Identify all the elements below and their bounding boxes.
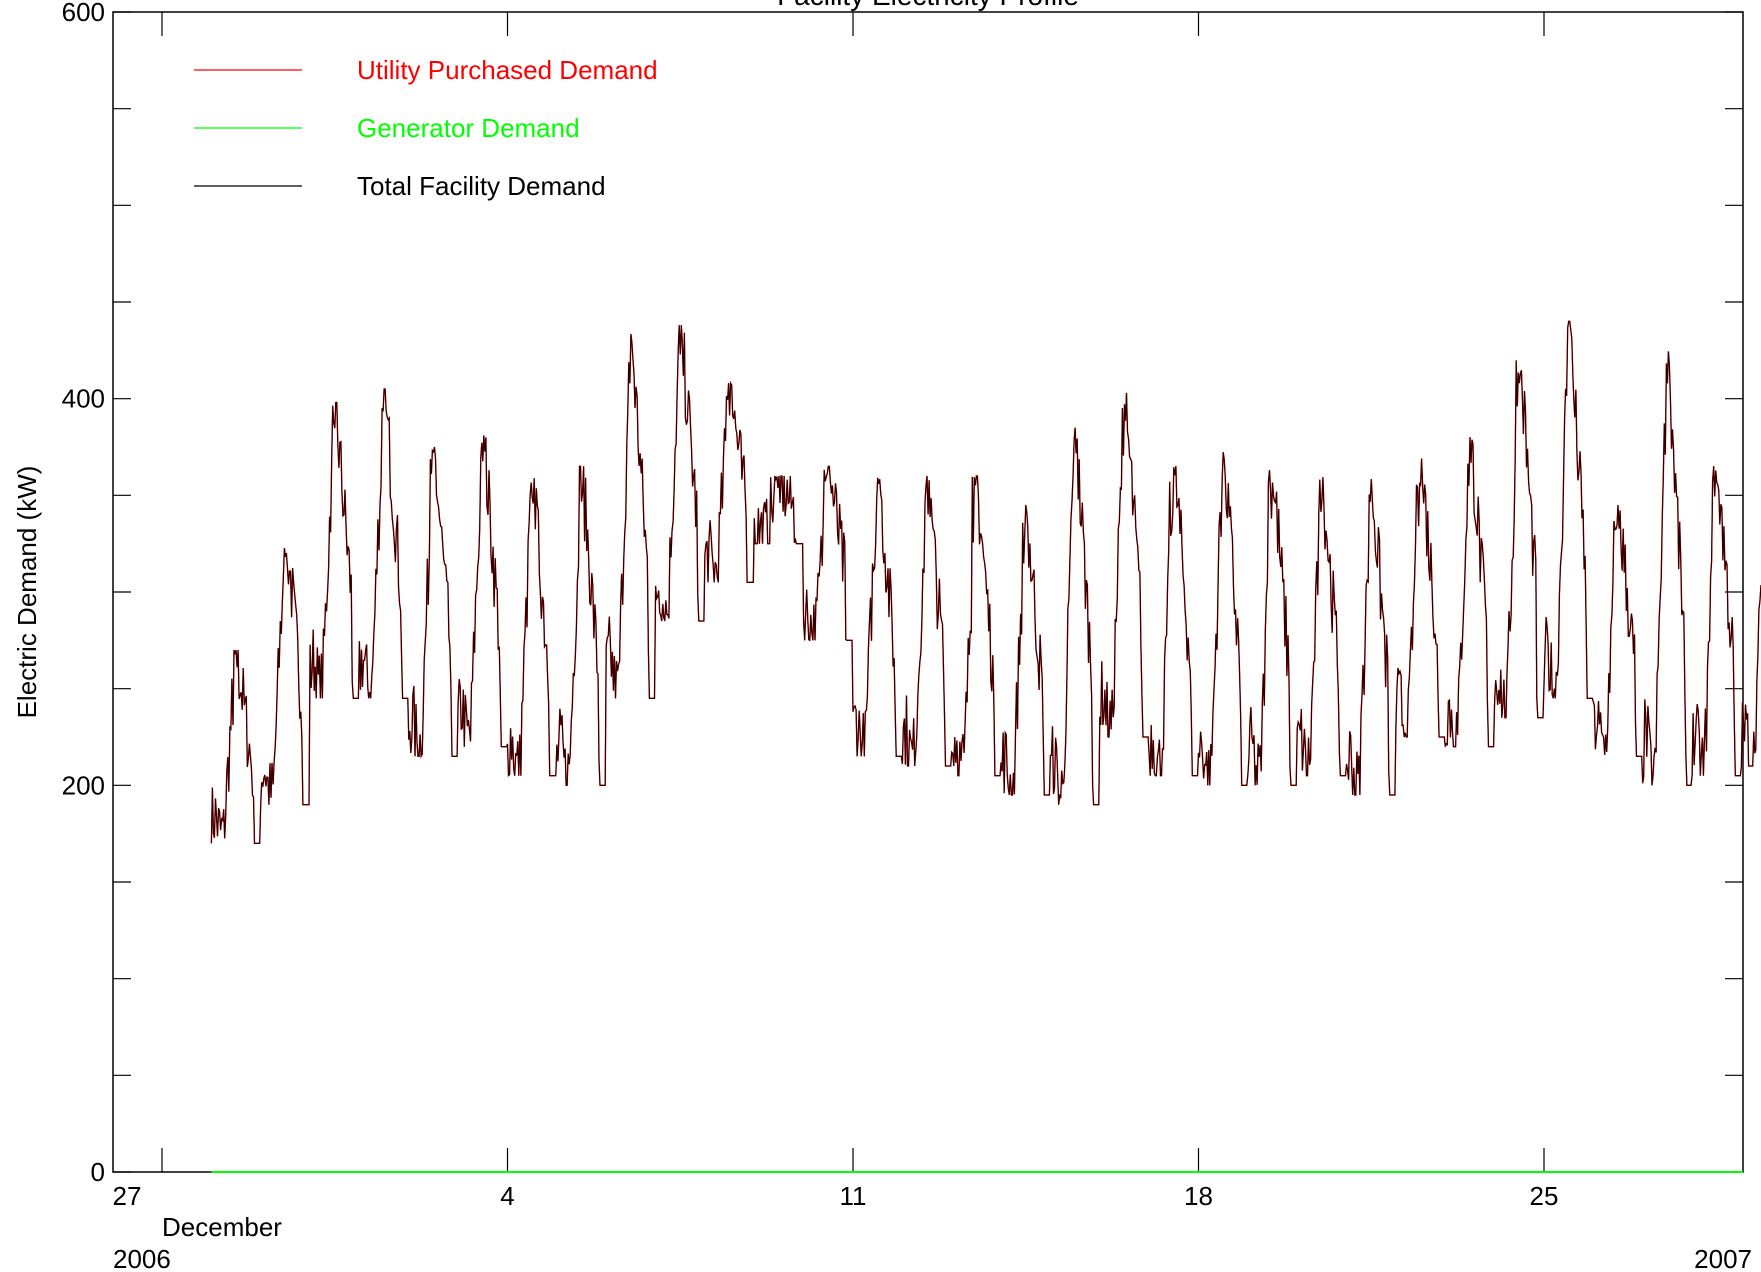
y-tick-label: 400 — [62, 384, 105, 414]
x-tick-label: 27 — [113, 1181, 142, 1211]
chart-title: Facility Electricity Profile — [777, 0, 1079, 11]
x-axis: 2741118251 — [113, 12, 1559, 1211]
y-tick-label: 200 — [62, 770, 105, 800]
x-tick-label: 18 — [1184, 1181, 1213, 1211]
y-tick-label: 0 — [91, 1157, 105, 1187]
x-tick-label: 11 — [840, 1181, 867, 1211]
x-tick-label: 4 — [500, 1181, 514, 1211]
x-month-label: December — [162, 1212, 282, 1242]
series-layer — [210, 320, 1761, 1173]
x-year-start-label: 2006 — [113, 1244, 171, 1272]
legend-label: Generator Demand — [357, 113, 580, 143]
y-axis: 0 200 400 600 — [62, 0, 1743, 1187]
x-tick-label: 25 — [1530, 1181, 1559, 1211]
x-year-end-label: 2007 — [1694, 1244, 1752, 1272]
series-total-facility-demand — [210, 320, 1761, 844]
legend-label: Utility Purchased Demand — [357, 55, 658, 85]
y-tick-label: 600 — [62, 0, 105, 27]
legend: Utility Purchased Demand Generator Demand… — [194, 55, 658, 201]
legend-label: Total Facility Demand — [357, 171, 606, 201]
y-axis-label: Electric Demand (kW) — [12, 466, 42, 719]
